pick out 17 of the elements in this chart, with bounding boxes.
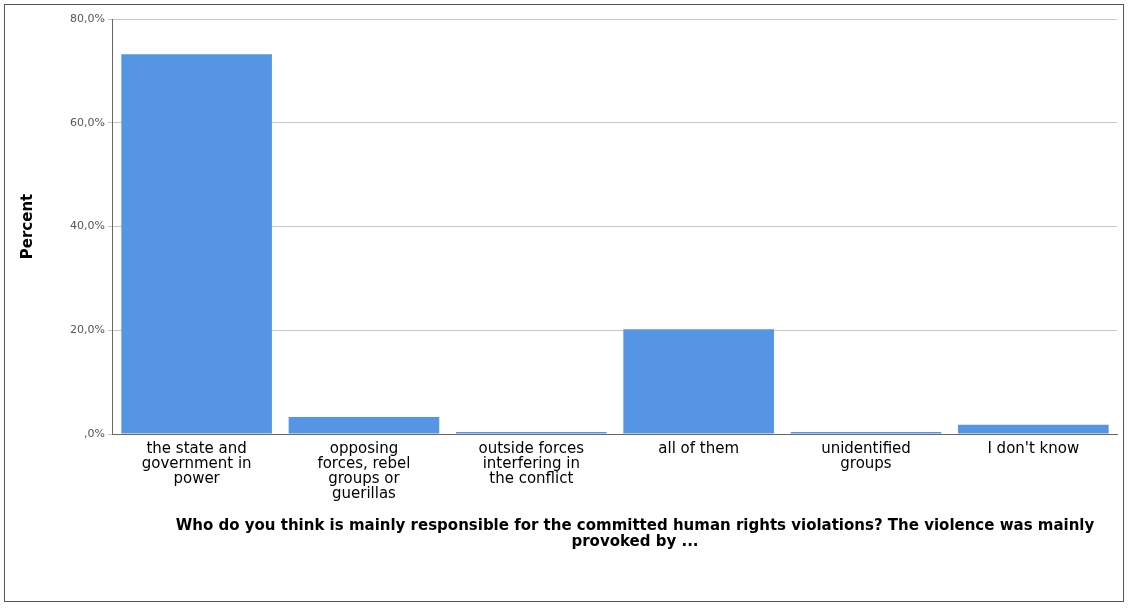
x-tick-label: all of them — [658, 439, 740, 458]
y-tick-label: 20,0% — [69, 323, 105, 337]
y-tick-label: 40,0% — [69, 219, 105, 233]
x-tick-label: outside forces interfering in the conflict — [478, 439, 585, 488]
x-axis-title: Who do you think is mainly responsible for the committed human rights violations? The violence was mainly provoked by ... — [174, 516, 1096, 550]
bar — [288, 416, 440, 434]
x-tick-label: the state and government in power — [141, 439, 252, 488]
y-tick-label: 60,0% — [69, 115, 105, 129]
y-tick-label: 80,0% — [69, 11, 105, 25]
x-tick-label: I don't know — [987, 439, 1080, 458]
y-tick-label: ,0% — [83, 426, 105, 440]
bar — [958, 424, 1109, 434]
y-axis-title: Percent — [17, 193, 36, 260]
x-tick-label: opposing forces, rebel groups or guerillas — [317, 439, 411, 503]
bar — [121, 54, 272, 434]
bar — [623, 329, 774, 434]
x-tick-label: unidentified groups — [821, 439, 911, 473]
